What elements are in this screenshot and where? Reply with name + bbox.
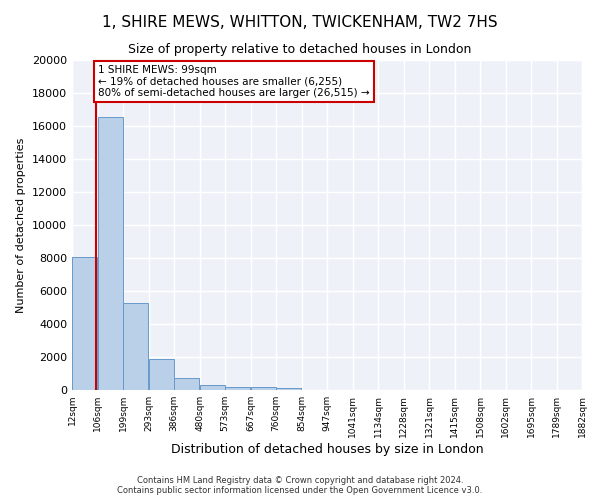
Bar: [123, 302, 148, 390]
Bar: [276, 388, 301, 390]
X-axis label: Distribution of detached houses by size in London: Distribution of detached houses by size …: [170, 442, 484, 456]
Text: Size of property relative to detached houses in London: Size of property relative to detached ho…: [128, 42, 472, 56]
Y-axis label: Number of detached properties: Number of detached properties: [16, 138, 26, 312]
Text: Contains HM Land Registry data © Crown copyright and database right 2024.
Contai: Contains HM Land Registry data © Crown c…: [118, 476, 482, 495]
Bar: [149, 360, 174, 390]
Bar: [98, 117, 123, 390]
Bar: [174, 378, 199, 390]
Bar: [72, 257, 97, 390]
Bar: [225, 386, 250, 390]
Text: 1, SHIRE MEWS, WHITTON, TWICKENHAM, TW2 7HS: 1, SHIRE MEWS, WHITTON, TWICKENHAM, TW2 …: [102, 15, 498, 30]
Bar: [200, 385, 225, 390]
Bar: [251, 387, 276, 390]
Text: 1 SHIRE MEWS: 99sqm
← 19% of detached houses are smaller (6,255)
80% of semi-det: 1 SHIRE MEWS: 99sqm ← 19% of detached ho…: [98, 65, 370, 98]
